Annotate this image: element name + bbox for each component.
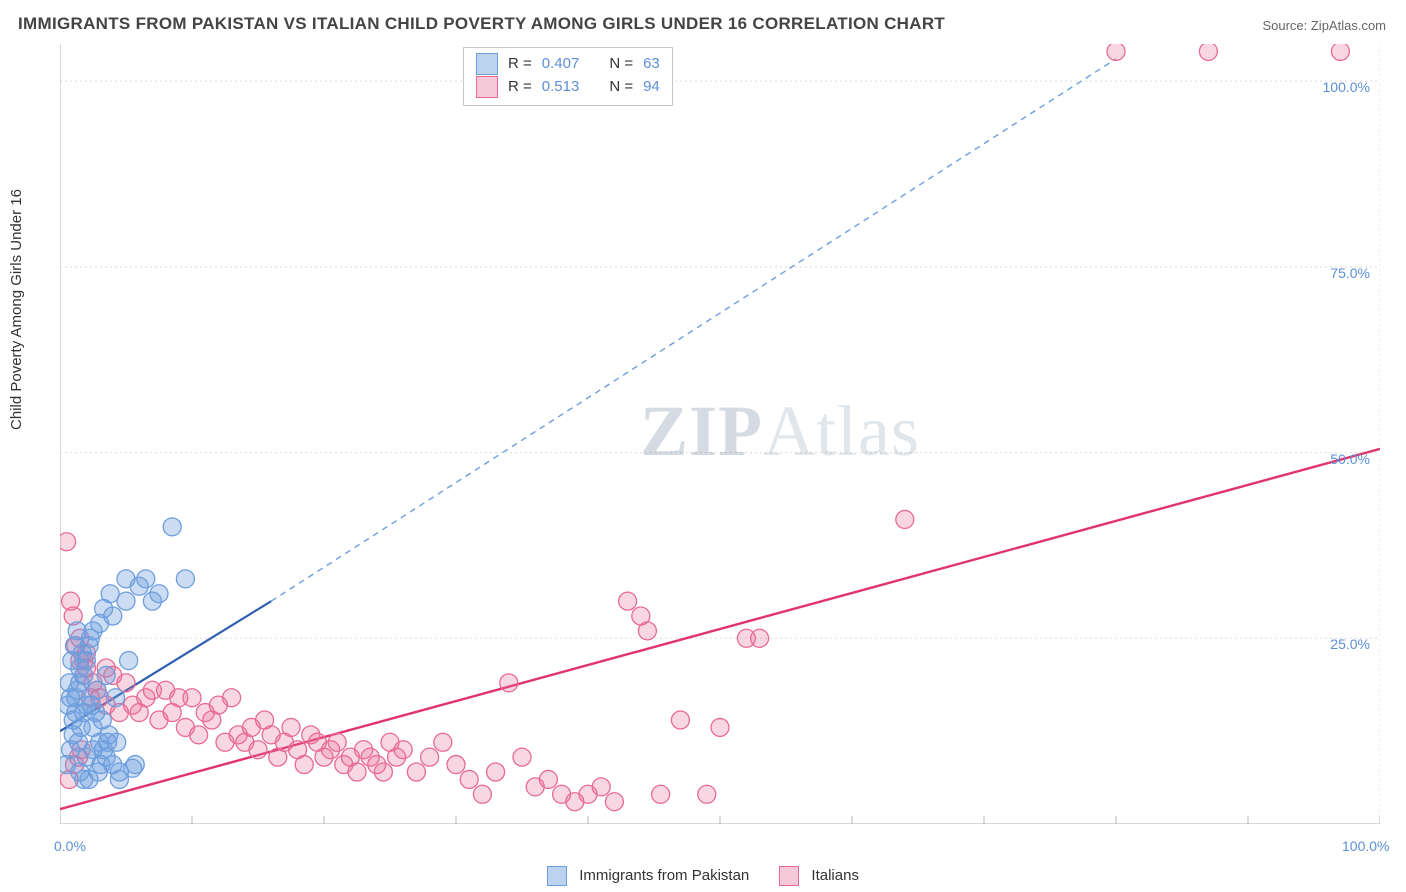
chart-title: IMMIGRANTS FROM PAKISTAN VS ITALIAN CHIL… (18, 14, 945, 34)
y-tick-label: 75.0% (1330, 265, 1370, 281)
x-legend-item-1: Italians (779, 866, 859, 886)
watermark-bold: ZIP (640, 391, 763, 471)
stats-r-label: R = (508, 52, 532, 75)
stats-r-label: R = (508, 75, 532, 98)
stats-swatch-series-1 (476, 76, 498, 98)
x-axis-legend: Immigrants from Pakistan Italians (0, 866, 1406, 886)
x-legend-label-1: Italians (811, 867, 859, 884)
x-legend-item-0: Immigrants from Pakistan (547, 866, 749, 886)
stats-row-series-1: R = 0.513 N = 94 (476, 75, 660, 98)
stats-n-label: N = (609, 75, 633, 98)
stats-n-value-1: 94 (643, 75, 660, 98)
stats-r-value-0: 0.407 (542, 52, 580, 75)
x-tick-label: 0.0% (54, 838, 86, 854)
stats-swatch-series-0 (476, 53, 498, 75)
stats-n-value-0: 63 (643, 52, 660, 75)
x-legend-label-0: Immigrants from Pakistan (579, 867, 749, 884)
stats-r-value-1: 0.513 (542, 75, 580, 98)
stats-legend-box: R = 0.407 N = 63 R = 0.513 N = 94 (463, 47, 673, 106)
chart-container: IMMIGRANTS FROM PAKISTAN VS ITALIAN CHIL… (0, 0, 1406, 892)
watermark-rest: Atlas (763, 391, 920, 471)
y-axis-label: Child Poverty Among Girls Under 16 (8, 189, 25, 430)
stats-n-label: N = (609, 52, 633, 75)
watermark: ZIPAtlas (640, 390, 920, 473)
x-legend-swatch-0 (547, 866, 567, 886)
x-tick-label: 100.0% (1342, 838, 1389, 854)
stats-row-series-0: R = 0.407 N = 63 (476, 52, 660, 75)
x-legend-swatch-1 (779, 866, 799, 886)
y-tick-label: 25.0% (1330, 636, 1370, 652)
y-tick-label: 100.0% (1323, 79, 1370, 95)
source-label: Source: ZipAtlas.com (1262, 18, 1386, 33)
y-tick-label: 50.0% (1330, 451, 1370, 467)
